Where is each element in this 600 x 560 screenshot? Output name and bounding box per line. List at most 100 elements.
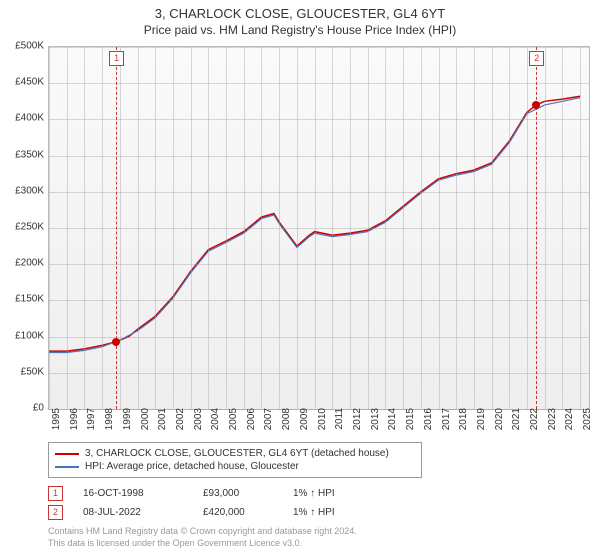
gridline-h bbox=[49, 228, 589, 229]
sale-marker: 1 bbox=[48, 486, 63, 501]
legend-label: 3, CHARLOCK CLOSE, GLOUCESTER, GL4 6YT (… bbox=[85, 448, 389, 459]
x-tick-label: 2025 bbox=[582, 408, 593, 438]
gridline-v bbox=[368, 47, 369, 409]
x-tick-label: 2022 bbox=[529, 408, 540, 438]
gridline-v bbox=[261, 47, 262, 409]
gridline-v bbox=[138, 47, 139, 409]
x-tick-label: 2013 bbox=[370, 408, 381, 438]
y-tick-label: £0 bbox=[33, 403, 44, 414]
y-tick-label: £100K bbox=[15, 330, 44, 341]
gridline-v bbox=[456, 47, 457, 409]
sale-row: 2 08-JUL-2022 £420,000 1% ↑ HPI bbox=[48, 503, 363, 522]
x-tick-label: 2020 bbox=[494, 408, 505, 438]
legend-swatch bbox=[55, 453, 79, 455]
x-tick-label: 2017 bbox=[441, 408, 452, 438]
sale-price: £93,000 bbox=[203, 488, 273, 499]
gridline-h bbox=[49, 264, 589, 265]
gridline-h bbox=[49, 47, 589, 48]
y-tick-label: £250K bbox=[15, 222, 44, 233]
sale-hpi: 1% ↑ HPI bbox=[293, 488, 363, 499]
x-tick-label: 2004 bbox=[210, 408, 221, 438]
gridline-v bbox=[332, 47, 333, 409]
y-tick-label: £300K bbox=[15, 185, 44, 196]
marker-box: 2 bbox=[529, 51, 544, 66]
gridline-v bbox=[580, 47, 581, 409]
footer-line1: Contains HM Land Registry data © Crown c… bbox=[48, 526, 357, 538]
x-tick-label: 2014 bbox=[387, 408, 398, 438]
x-tick-label: 1996 bbox=[69, 408, 80, 438]
y-tick-label: £150K bbox=[15, 294, 44, 305]
x-tick-label: 2008 bbox=[281, 408, 292, 438]
x-tick-label: 2009 bbox=[299, 408, 310, 438]
gridline-v bbox=[49, 47, 50, 409]
gridline-v bbox=[562, 47, 563, 409]
chart-container: 3, CHARLOCK CLOSE, GLOUCESTER, GL4 6YT P… bbox=[0, 0, 600, 560]
gridline-v bbox=[350, 47, 351, 409]
gridline-v bbox=[191, 47, 192, 409]
legend: 3, CHARLOCK CLOSE, GLOUCESTER, GL4 6YT (… bbox=[48, 442, 422, 478]
plot-area: 12 bbox=[48, 46, 590, 410]
sales-table: 1 16-OCT-1998 £93,000 1% ↑ HPI 2 08-JUL-2022 £… bbox=[48, 484, 363, 522]
x-tick-label: 2003 bbox=[193, 408, 204, 438]
gridline-v bbox=[279, 47, 280, 409]
x-tick-label: 2021 bbox=[511, 408, 522, 438]
y-tick-label: £200K bbox=[15, 258, 44, 269]
sale-hpi: 1% ↑ HPI bbox=[293, 507, 363, 518]
gridline-h bbox=[49, 373, 589, 374]
gridline-v bbox=[173, 47, 174, 409]
gridline-v bbox=[545, 47, 546, 409]
legend-label: HPI: Average price, detached house, Glou… bbox=[85, 461, 299, 472]
x-tick-label: 1999 bbox=[122, 408, 133, 438]
gridline-h bbox=[49, 300, 589, 301]
marker-box: 1 bbox=[109, 51, 124, 66]
gridline-v bbox=[208, 47, 209, 409]
x-tick-label: 2023 bbox=[547, 408, 558, 438]
gridline-v bbox=[67, 47, 68, 409]
gridline-h bbox=[49, 119, 589, 120]
sale-point-dot bbox=[532, 101, 540, 109]
chart-title: 3, CHARLOCK CLOSE, GLOUCESTER, GL4 6YT bbox=[0, 0, 600, 21]
legend-swatch bbox=[55, 466, 79, 468]
y-tick-label: £400K bbox=[15, 113, 44, 124]
x-tick-label: 2016 bbox=[423, 408, 434, 438]
sale-point-dot bbox=[112, 338, 120, 346]
footer-text: Contains HM Land Registry data © Crown c… bbox=[48, 526, 357, 549]
legend-row: 3, CHARLOCK CLOSE, GLOUCESTER, GL4 6YT (… bbox=[55, 447, 415, 460]
sale-row: 1 16-OCT-1998 £93,000 1% ↑ HPI bbox=[48, 484, 363, 503]
gridline-v bbox=[474, 47, 475, 409]
gridline-h bbox=[49, 192, 589, 193]
x-tick-label: 1997 bbox=[86, 408, 97, 438]
x-tick-label: 2007 bbox=[263, 408, 274, 438]
marker-line bbox=[116, 47, 117, 409]
footer-line2: This data is licensed under the Open Gov… bbox=[48, 538, 357, 550]
sale-date: 16-OCT-1998 bbox=[83, 488, 183, 499]
gridline-h bbox=[49, 337, 589, 338]
x-tick-label: 2006 bbox=[246, 408, 257, 438]
gridline-v bbox=[527, 47, 528, 409]
gridline-v bbox=[421, 47, 422, 409]
gridline-h bbox=[49, 83, 589, 84]
gridline-v bbox=[226, 47, 227, 409]
gridline-v bbox=[102, 47, 103, 409]
x-tick-label: 2015 bbox=[405, 408, 416, 438]
y-tick-label: £350K bbox=[15, 149, 44, 160]
y-tick-label: £450K bbox=[15, 77, 44, 88]
legend-row: HPI: Average price, detached house, Glou… bbox=[55, 460, 415, 473]
chart-subtitle: Price paid vs. HM Land Registry's House … bbox=[0, 21, 600, 41]
x-tick-label: 2010 bbox=[317, 408, 328, 438]
y-tick-label: £50K bbox=[21, 366, 44, 377]
x-tick-label: 2018 bbox=[458, 408, 469, 438]
x-tick-label: 1998 bbox=[104, 408, 115, 438]
gridline-v bbox=[509, 47, 510, 409]
x-tick-label: 1995 bbox=[51, 408, 62, 438]
gridline-v bbox=[315, 47, 316, 409]
x-tick-label: 2005 bbox=[228, 408, 239, 438]
sale-marker: 2 bbox=[48, 505, 63, 520]
x-tick-label: 2012 bbox=[352, 408, 363, 438]
sale-date: 08-JUL-2022 bbox=[83, 507, 183, 518]
gridline-v bbox=[84, 47, 85, 409]
gridline-v bbox=[385, 47, 386, 409]
gridline-v bbox=[120, 47, 121, 409]
sale-price: £420,000 bbox=[203, 507, 273, 518]
gridline-v bbox=[492, 47, 493, 409]
